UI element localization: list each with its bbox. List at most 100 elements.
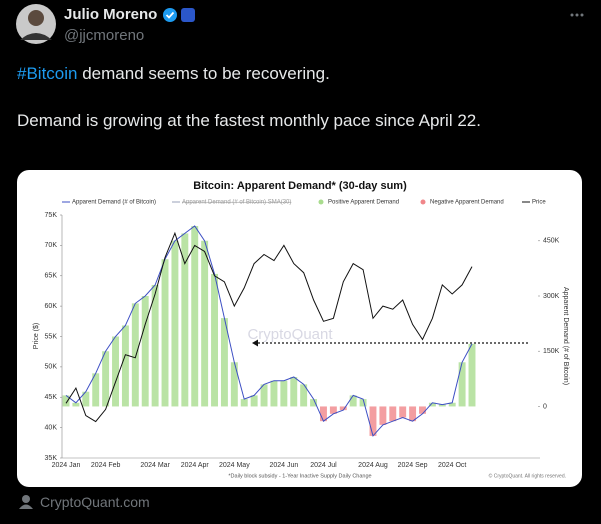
avatar-body bbox=[20, 33, 52, 40]
y-tick-label: 50K bbox=[45, 364, 58, 371]
demand-bar bbox=[102, 351, 110, 407]
source-icon bbox=[19, 504, 33, 509]
affiliate-icon bbox=[181, 8, 195, 22]
demand-bar bbox=[438, 404, 446, 407]
demand-bar bbox=[141, 296, 149, 407]
author-handle[interactable]: @jjcmoreno bbox=[64, 27, 145, 44]
demand-bar bbox=[191, 226, 199, 407]
demand-bar bbox=[270, 380, 278, 407]
demand-bar bbox=[230, 362, 238, 407]
demand-bar bbox=[300, 384, 308, 407]
menu-dot[interactable] bbox=[580, 13, 584, 17]
credit: © CryptoQuant. All rights reserved. bbox=[489, 472, 566, 479]
menu-dot[interactable] bbox=[570, 13, 574, 17]
chart-card[interactable] bbox=[17, 170, 582, 487]
y2-tick-label: 300K bbox=[543, 293, 560, 300]
x-tick-label: 2024 Jan bbox=[52, 462, 81, 469]
demand-bar bbox=[458, 362, 466, 407]
demand-bar bbox=[181, 233, 189, 407]
tweet-line: #Bitcoin demand seems to be recovering. bbox=[17, 64, 330, 84]
demand-bar bbox=[329, 406, 337, 414]
x-tick-label: 2024 Feb bbox=[91, 462, 121, 469]
tweet-line: Demand is growing at the fastest monthly… bbox=[17, 111, 481, 130]
demand-bar bbox=[319, 406, 327, 422]
demand-bar bbox=[161, 259, 169, 407]
y2-tick-label: 450K bbox=[543, 238, 560, 245]
demand-bar bbox=[448, 402, 456, 407]
demand-bar bbox=[72, 402, 80, 407]
demand-bar bbox=[290, 377, 298, 407]
y-tick-label: 45K bbox=[45, 394, 58, 401]
verified-badge bbox=[163, 8, 177, 22]
series-line bbox=[65, 225, 473, 437]
legend-label: Price bbox=[532, 200, 546, 206]
x-tick-label: 2024 Aug bbox=[358, 462, 388, 469]
demand-bar bbox=[131, 303, 139, 407]
source-icon bbox=[22, 495, 30, 503]
x-tick-label: 2024 Apr bbox=[181, 462, 210, 469]
demand-bar bbox=[151, 284, 159, 407]
demand-bar bbox=[379, 406, 387, 425]
chart: Bitcoin: Apparent Demand* (30-day sum) C… bbox=[33, 180, 569, 480]
y-axis-label: Price ($) bbox=[33, 323, 40, 349]
menu-dot[interactable] bbox=[575, 13, 579, 17]
demand-bar bbox=[399, 406, 407, 418]
footnote: *Daily block subsidy - 1-Year Inactive S… bbox=[228, 473, 371, 479]
legend-swatch bbox=[420, 199, 426, 205]
series-line bbox=[65, 231, 473, 423]
demand-bar bbox=[419, 406, 426, 414]
x-tick-label: 2024 Mar bbox=[140, 462, 170, 469]
demand-bar bbox=[389, 406, 397, 422]
demand-bar bbox=[240, 399, 248, 407]
demand-bar bbox=[468, 343, 476, 407]
y-tick-label: 65K bbox=[45, 273, 58, 280]
author-name[interactable]: Julio Moreno bbox=[64, 6, 158, 23]
demand-bar bbox=[260, 384, 268, 407]
y2-tick-label: 150K bbox=[543, 348, 560, 355]
demand-bar bbox=[201, 240, 209, 407]
demand-bar bbox=[220, 318, 228, 407]
y-tick-label: 35K bbox=[45, 455, 58, 462]
y-tick-label: 55K bbox=[45, 333, 58, 340]
legend-label: Negative Apparent Demand bbox=[430, 200, 504, 206]
demand-bar bbox=[409, 406, 417, 422]
y-tick-label: 40K bbox=[45, 424, 58, 431]
legend-label: Positive Apparent Demand bbox=[328, 200, 399, 206]
demand-bar bbox=[349, 395, 357, 407]
demand-bar bbox=[428, 402, 436, 407]
hashtag[interactable]: #Bitcoin bbox=[17, 64, 78, 83]
demand-bar bbox=[171, 240, 179, 407]
demand-bar bbox=[369, 406, 377, 436]
avatar-head bbox=[28, 10, 44, 26]
legend-label: Apparent Demand (# of Bitcoin) SMA(30) bbox=[182, 200, 291, 206]
demand-bar bbox=[62, 395, 70, 407]
x-tick-label: 2024 Jun bbox=[269, 462, 298, 469]
demand-bar bbox=[250, 395, 258, 407]
annotation-arrowhead bbox=[252, 339, 258, 347]
demand-bar bbox=[211, 273, 219, 407]
y2-axis-label: Apparent Demand (# of Bitcoin) bbox=[562, 287, 569, 385]
y-tick-label: 60K bbox=[45, 303, 58, 310]
demand-bar bbox=[359, 399, 367, 407]
x-tick-label: 2024 Oct bbox=[438, 462, 466, 469]
x-tick-label: 2024 May bbox=[219, 462, 250, 469]
demand-bar bbox=[82, 391, 90, 407]
watermark: CryptoQuant bbox=[247, 326, 333, 343]
demand-bar bbox=[310, 399, 318, 407]
legend-swatch bbox=[318, 199, 324, 205]
demand-bar bbox=[280, 380, 288, 407]
legend-label: Apparent Demand (# of Bitcoin) bbox=[72, 200, 156, 206]
y-tick-label: 70K bbox=[45, 242, 58, 249]
y-tick-label: 75K bbox=[45, 212, 58, 219]
chart-title: Bitcoin: Apparent Demand* (30-day sum) bbox=[193, 180, 407, 192]
link-source[interactable]: CryptoQuant.com bbox=[40, 494, 150, 510]
x-tick-label: 2024 Jul bbox=[310, 462, 337, 469]
y2-tick-label: 0 bbox=[543, 403, 547, 410]
tweet-text: demand seems to be recovering. bbox=[82, 64, 330, 83]
demand-bar bbox=[92, 373, 100, 407]
x-tick-label: 2024 Sep bbox=[398, 462, 428, 469]
demand-bar bbox=[112, 336, 119, 407]
verified-check bbox=[165, 11, 175, 19]
